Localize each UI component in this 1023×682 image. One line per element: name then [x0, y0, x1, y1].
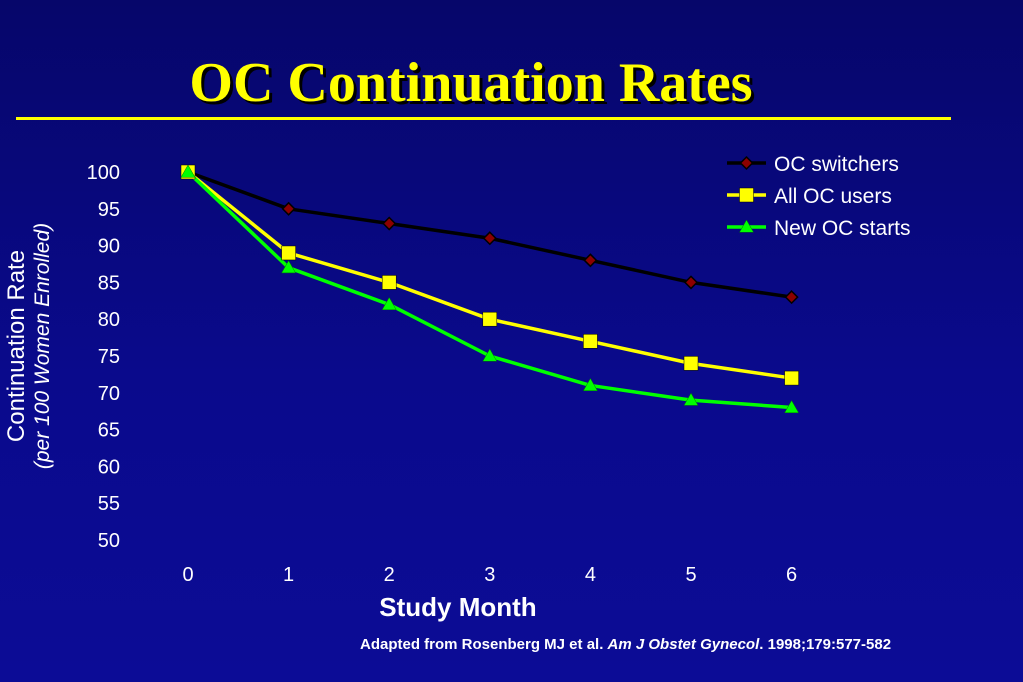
y-tick-label: 60 [98, 456, 120, 478]
x-tick-label: 1 [283, 564, 294, 586]
series-line-square [186, 170, 792, 380]
citation-journal: Am J Obstet Gynecol [607, 636, 760, 653]
data-point-triangle [482, 348, 498, 362]
series-lines [186, 170, 792, 410]
y-axis-subtitle-text: per 100 Women Enrolled [31, 229, 54, 463]
legend-label: All OC users [774, 185, 892, 208]
title-underline [16, 117, 951, 120]
y-axis-ticks: 50 55 60 65 70 75 80 85 90 95 100 [87, 162, 120, 552]
y-tick-label: 85 [98, 272, 120, 294]
y-tick-label: 80 [98, 309, 120, 331]
x-tick-label: 3 [484, 564, 495, 586]
series-markers [180, 164, 800, 414]
data-point-triangle [381, 296, 397, 310]
data-point-triangle [281, 260, 297, 274]
y-axis-title: Continuation Rate [3, 249, 30, 443]
data-point-diamond [281, 201, 296, 216]
y-tick-label: 55 [98, 493, 120, 515]
data-point-diamond [482, 231, 497, 246]
citation-suffix: . 1998;179:577-582 [759, 636, 892, 653]
y-tick-label: 50 [98, 530, 120, 552]
x-axis-ticks: 0 1 2 3 4 5 6 [182, 564, 797, 586]
y-axis-subtitle: (per 100 Women Enrolled) [31, 222, 54, 470]
data-point-diamond [583, 253, 598, 268]
legend: OC switchers All OC users New OC starts [727, 153, 911, 240]
x-tick-label: 5 [685, 564, 696, 586]
data-point-square [381, 275, 397, 290]
legend-label: New OC starts [774, 217, 911, 240]
data-point-square [583, 334, 598, 349]
data-point-square [482, 311, 498, 327]
legend-marker [739, 187, 754, 203]
x-tick-label: 0 [182, 564, 193, 586]
data-point-triangle [784, 400, 800, 414]
x-tick-label: 6 [786, 564, 797, 586]
x-axis-label: Study Month [379, 592, 537, 622]
data-point-square [683, 356, 699, 371]
slide-title: OC Continuation Rates [189, 52, 753, 114]
x-tick-label: 4 [585, 564, 596, 586]
data-point-diamond [784, 290, 799, 305]
data-point-diamond [382, 216, 397, 231]
y-tick-label: 90 [98, 236, 120, 258]
y-tick-label: 70 [98, 383, 120, 405]
y-axis-label: Continuation Rate (per 100 Women Enrolle… [3, 222, 56, 470]
y-tick-label: 100 [87, 162, 120, 184]
y-tick-label: 75 [98, 346, 120, 368]
y-tick-label: 95 [98, 199, 120, 221]
legend-marker [739, 219, 754, 233]
data-point-square [281, 245, 296, 261]
x-tick-label: 2 [384, 564, 395, 586]
citation: Adapted from Rosenberg MJ et al. Am J Ob… [360, 636, 891, 653]
legend-label: OC switchers [774, 153, 899, 176]
data-point-triangle [683, 392, 699, 406]
data-point-square [784, 370, 799, 386]
y-tick-label: 65 [98, 420, 120, 442]
data-point-diamond [683, 275, 699, 290]
data-point-triangle [180, 164, 196, 178]
citation-prefix: Adapted from Rosenberg MJ et al. [360, 636, 608, 653]
series-line-triangle [186, 170, 792, 410]
legend-marker [739, 155, 754, 171]
data-point-triangle [582, 377, 598, 391]
